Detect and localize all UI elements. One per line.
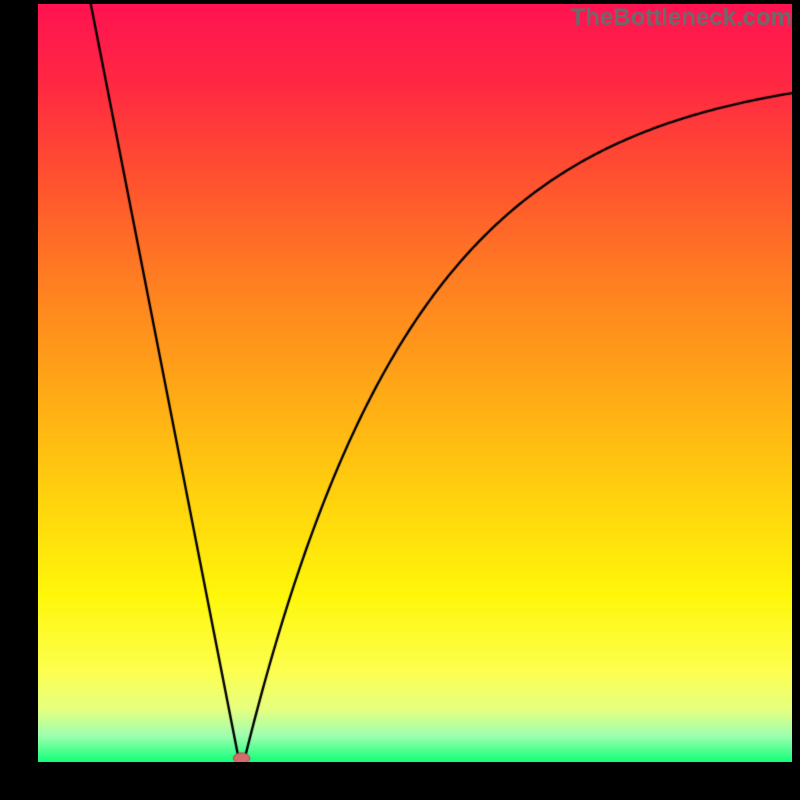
- plot-canvas: [38, 4, 792, 762]
- plot-area: [38, 4, 792, 762]
- watermark-text: TheBottleneck.com: [571, 4, 792, 32]
